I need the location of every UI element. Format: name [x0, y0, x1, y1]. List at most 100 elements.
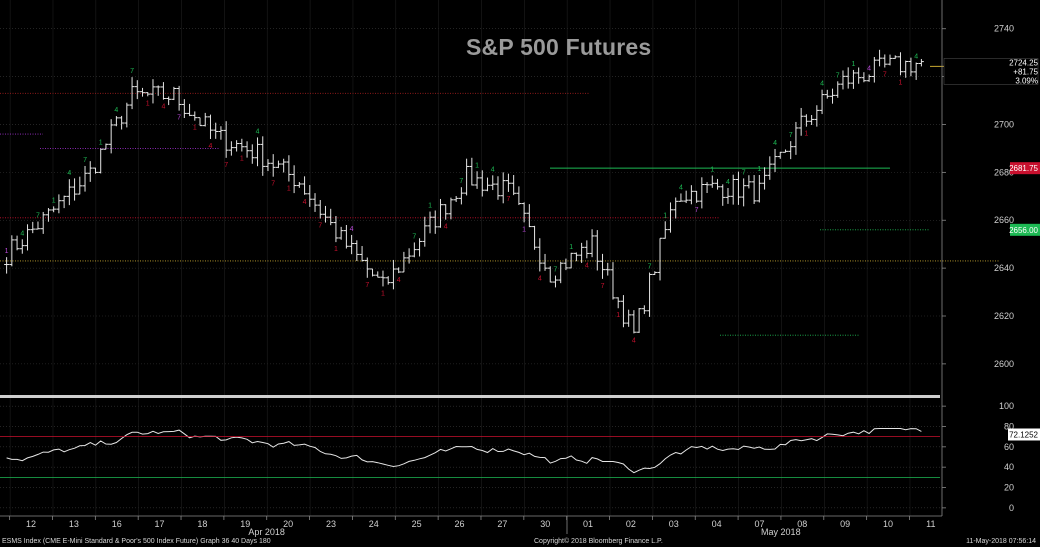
count-mark: 7 [365, 282, 369, 289]
x-tick-label: 10 [883, 519, 893, 529]
count-mark: 7 [554, 267, 558, 274]
count-mark: 7 [742, 169, 746, 176]
price-tick-label: 2640 [994, 263, 1014, 273]
x-tick-label: 18 [197, 519, 207, 529]
count-mark: 7 [177, 115, 181, 122]
count-mark: 4 [726, 179, 730, 186]
count-mark: 1 [757, 166, 761, 173]
count-mark: 4 [161, 104, 165, 111]
footer-timestamp: 11-May-2018 07:56:14 [966, 538, 1036, 545]
count-mark: 1 [5, 248, 9, 255]
count-mark: 4 [632, 337, 636, 344]
count-mark: 1 [240, 155, 244, 162]
count-mark: 7 [459, 178, 463, 185]
x-tick-label: 23 [326, 519, 336, 529]
count-mark: 1 [334, 246, 338, 253]
price-tag-label: 2681.75 [1009, 164, 1038, 173]
price-tag-box [1010, 223, 1040, 236]
price-tag-box [1010, 162, 1040, 175]
x-tick-label: 30 [540, 519, 550, 529]
count-mark: 1 [851, 61, 855, 68]
x-tick-label: 04 [712, 519, 722, 529]
x-tick-label: 11 [926, 519, 935, 529]
footer-copyright: Copyright© 2018 Bloomberg Finance L.P. [534, 538, 663, 545]
x-tick-label: 03 [669, 519, 679, 529]
count-mark: 4 [20, 230, 24, 237]
support-resistance-levels [0, 65, 1000, 336]
month-label: Apr 2018 [248, 527, 285, 537]
count-mark: 7 [836, 72, 840, 79]
count-mark: 7 [695, 207, 699, 214]
x-tick-label: 17 [155, 519, 165, 529]
last-price-text: 2724.25 [1009, 58, 1038, 67]
indicator-tick-label: 80 [1004, 421, 1014, 431]
count-mark: 1 [710, 167, 714, 174]
last-price-text: +81.75 [1013, 67, 1038, 76]
count-mark: 4 [256, 128, 260, 135]
indicator-line [6, 428, 922, 474]
count-mark: 7 [83, 157, 87, 164]
count-mark: 1 [569, 244, 573, 251]
price-tick-label: 2620 [994, 311, 1014, 321]
x-tick-label: 24 [369, 519, 379, 529]
count-mark: 4 [914, 54, 918, 61]
price-bars [4, 49, 924, 334]
momentum-indicator [0, 428, 940, 478]
x-tick-label: 09 [840, 519, 850, 529]
count-mark: 1 [616, 312, 620, 319]
count-mark: 7 [130, 68, 134, 75]
indicator-tick-label: 40 [1004, 462, 1014, 472]
count-mark: 1 [899, 79, 903, 86]
count-mark: 1 [52, 197, 56, 204]
count-mark: 7 [648, 264, 652, 271]
count-mark: 1 [428, 203, 432, 210]
price-tick-label: 2680 [994, 167, 1014, 177]
count-mark: 1 [804, 131, 808, 138]
indicator-tick-label: 20 [1004, 483, 1014, 493]
x-tick-label: 19 [240, 519, 250, 529]
x-tick-label: 20 [283, 519, 293, 529]
count-mark: 7 [601, 283, 605, 290]
indicator-tag-label: 72.1252 [1009, 430, 1038, 439]
count-mark: 1 [287, 186, 291, 193]
count-mark: 1 [522, 226, 526, 233]
count-mark: 7 [36, 213, 40, 220]
x-tick-label: 26 [454, 519, 464, 529]
price-tick-label: 2700 [994, 119, 1014, 129]
sequential-count-marks: 1 4 7 1 4 7 1 4 7 1 4 7 1 4 7 1 4 7 1 4 7 1 4 7 1 4 7 1 4 7 1 4 7 1 4 7 1 4 7 1… [5, 54, 919, 345]
x-tick-label: 25 [412, 519, 422, 529]
count-mark: 7 [224, 162, 228, 169]
count-mark: 1 [663, 212, 667, 219]
count-mark: 1 [475, 162, 479, 169]
price-tick-label: 2740 [994, 24, 1014, 34]
count-mark: 4 [538, 275, 542, 282]
count-mark: 7 [271, 181, 275, 188]
indicator-tick-label: 100 [999, 401, 1014, 411]
count-mark: 4 [67, 170, 71, 177]
count-mark: 4 [209, 143, 213, 150]
price-tag-label: 2656.00 [1009, 226, 1038, 235]
panel-separator [0, 395, 940, 398]
count-mark: 4 [585, 262, 589, 269]
x-tick-label: 07 [754, 519, 764, 529]
chart-grid [0, 0, 940, 516]
chart-title: S&P 500 Futures [466, 34, 652, 60]
month-label: May 2018 [761, 527, 801, 537]
x-tick-label: 12 [26, 519, 36, 529]
footer-security-info: ESMS Index (CME E-Mini Standard & Poor's… [2, 538, 271, 545]
x-tick-label: 08 [797, 519, 807, 529]
last-price-text: 3.09% [1015, 76, 1038, 85]
count-mark: 4 [867, 65, 871, 72]
count-mark: 4 [303, 199, 307, 206]
x-tick-label: 13 [69, 519, 79, 529]
count-mark: 1 [193, 125, 197, 132]
count-mark: 1 [381, 290, 385, 297]
last-price-box [943, 58, 1039, 85]
count-mark: 7 [412, 233, 416, 240]
price-tick-label: 2660 [994, 215, 1014, 225]
count-mark: 4 [350, 226, 354, 233]
count-mark: 7 [318, 223, 322, 230]
count-mark: 4 [114, 107, 118, 114]
